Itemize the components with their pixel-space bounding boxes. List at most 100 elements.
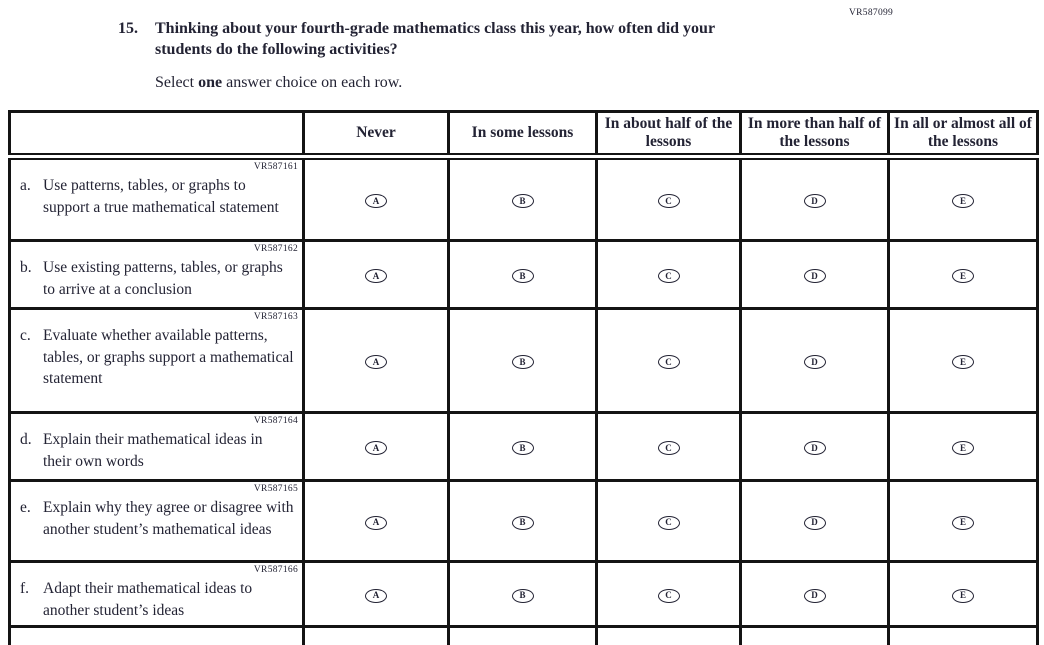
answer-cell: A [302, 560, 450, 628]
answer-bubble[interactable]: B [511, 355, 534, 369]
answer-cell: B [447, 155, 598, 242]
table-row-cutoff [8, 625, 1039, 645]
answer-cell: A [302, 239, 450, 310]
table-row: VR587161 a. Use patterns, tables, or gra… [8, 155, 1039, 242]
answer-bubble[interactable]: C [657, 355, 680, 369]
answer-cell: D [739, 411, 890, 482]
row-letter: a. [20, 177, 31, 194]
answer-bubble[interactable]: D [803, 515, 826, 530]
row-stem-cell: VR587161 a. Use patterns, tables, or gra… [8, 155, 305, 242]
answer-cell: C [595, 560, 742, 628]
row-stem-cell: VR587164 d. Explain their mathematical i… [8, 411, 305, 482]
answer-bubble[interactable]: A [365, 588, 387, 603]
answer-cell: C [595, 239, 742, 310]
answer-cell: D [739, 239, 890, 310]
row-stem-cell: VR587166 f. Adapt their mathematical ide… [8, 560, 305, 628]
answer-bubble[interactable]: C [657, 194, 680, 208]
answer-bubble[interactable]: D [803, 355, 826, 369]
answer-bubble[interactable]: D [803, 269, 826, 283]
row-code: VR587163 [253, 312, 298, 322]
instruction-prefix: Select [155, 74, 199, 91]
row-text: Explain why they agree or disagree with … [43, 499, 294, 538]
question-number: 15. [118, 20, 138, 37]
row-text: Adapt their mathematical ideas to anothe… [43, 580, 253, 619]
answer-cell: C [595, 155, 742, 242]
answer-bubble[interactable]: B [511, 515, 534, 530]
answer-bubble[interactable]: A [365, 441, 387, 455]
answer-cell: B [447, 307, 598, 414]
answer-bubble[interactable]: D [803, 441, 826, 455]
row-letter: f. [20, 580, 30, 597]
row-code: VR587164 [253, 416, 298, 426]
answer-bubble[interactable]: B [511, 269, 534, 283]
table-row: VR587164 d. Explain their mathematical i… [8, 411, 1039, 482]
header-never: Never [302, 110, 450, 160]
row-code: VR587166 [253, 565, 298, 575]
row-text: Use patterns, tables, or graphs to suppo… [43, 177, 279, 216]
answer-bubble[interactable]: C [657, 588, 680, 603]
answer-cell: E [887, 560, 1039, 628]
answer-bubble[interactable]: A [365, 194, 387, 208]
answer-cell [595, 625, 742, 645]
answer-cell: B [447, 479, 598, 563]
answer-cell: A [302, 307, 450, 414]
answer-bubble[interactable]: E [952, 515, 974, 530]
header-all-or-almost-all: In all or almost all of the lessons [887, 110, 1039, 160]
answer-cell: C [595, 479, 742, 563]
row-text: Use existing patterns, tables, or graphs… [43, 259, 283, 298]
header-more-than-half: In more than half of the lessons [739, 110, 890, 160]
table-row: VR587165 e. Explain why they agree or di… [8, 479, 1039, 563]
answer-bubble[interactable]: D [803, 194, 826, 208]
answer-bubble[interactable]: E [952, 269, 974, 283]
answer-bubble[interactable]: A [365, 269, 387, 283]
row-stem-cell [8, 625, 305, 645]
response-table: Never In some lessons In about half of t… [8, 110, 1039, 645]
answer-bubble[interactable]: D [803, 588, 826, 603]
answer-cell: E [887, 411, 1039, 482]
response-matrix: Never In some lessons In about half of t… [8, 110, 1039, 645]
answer-bubble[interactable]: B [511, 588, 534, 603]
answer-bubble[interactable]: A [365, 355, 387, 369]
header-row: Never In some lessons In about half of t… [8, 110, 1039, 160]
row-letter: b. [20, 259, 32, 276]
answer-cell: C [595, 411, 742, 482]
answer-cell: A [302, 479, 450, 563]
answer-bubble[interactable]: E [952, 194, 974, 208]
answer-cell [887, 625, 1039, 645]
instruction-suffix: answer choice on each row. [222, 74, 403, 91]
row-stem-cell: VR587162 b. Use existing patterns, table… [8, 239, 305, 310]
answer-cell: D [739, 155, 890, 242]
instruction-bold: one [198, 74, 223, 91]
answer-bubble[interactable]: E [952, 588, 974, 603]
answer-cell: B [447, 411, 598, 482]
answer-bubble[interactable]: C [657, 441, 680, 455]
answer-bubble[interactable]: C [657, 269, 680, 283]
answer-cell: A [302, 411, 450, 482]
answer-bubble[interactable]: C [657, 515, 680, 530]
row-code: VR587161 [253, 162, 298, 172]
table-row: VR587166 f. Adapt their mathematical ide… [8, 560, 1039, 628]
answer-bubble[interactable]: A [365, 515, 387, 530]
answer-cell [739, 625, 890, 645]
table-row: VR587163 c. Evaluate whether available p… [8, 307, 1039, 414]
question-block: 15. Thinking about your fourth-grade mat… [118, 18, 778, 93]
header-about-half: In about half of the lessons [595, 110, 742, 160]
question-stem: Thinking about your fourth-grade mathema… [155, 20, 715, 58]
row-letter: e. [20, 499, 31, 516]
answer-bubble[interactable]: B [511, 441, 534, 455]
row-stem-cell: VR587163 c. Evaluate whether available p… [8, 307, 305, 414]
header-stem-cell [8, 110, 305, 160]
answer-cell [447, 625, 598, 645]
answer-cell: D [739, 307, 890, 414]
question-instruction: Select one answer choice on each row. [155, 72, 778, 93]
answer-cell: A [302, 155, 450, 242]
answer-cell: E [887, 307, 1039, 414]
answer-bubble[interactable]: E [952, 355, 974, 369]
answer-bubble[interactable]: E [952, 441, 974, 455]
answer-cell: E [887, 155, 1039, 242]
answer-cell: B [447, 560, 598, 628]
header-some-lessons: In some lessons [447, 110, 598, 160]
answer-cell [302, 625, 450, 645]
answer-bubble[interactable]: B [511, 194, 534, 208]
